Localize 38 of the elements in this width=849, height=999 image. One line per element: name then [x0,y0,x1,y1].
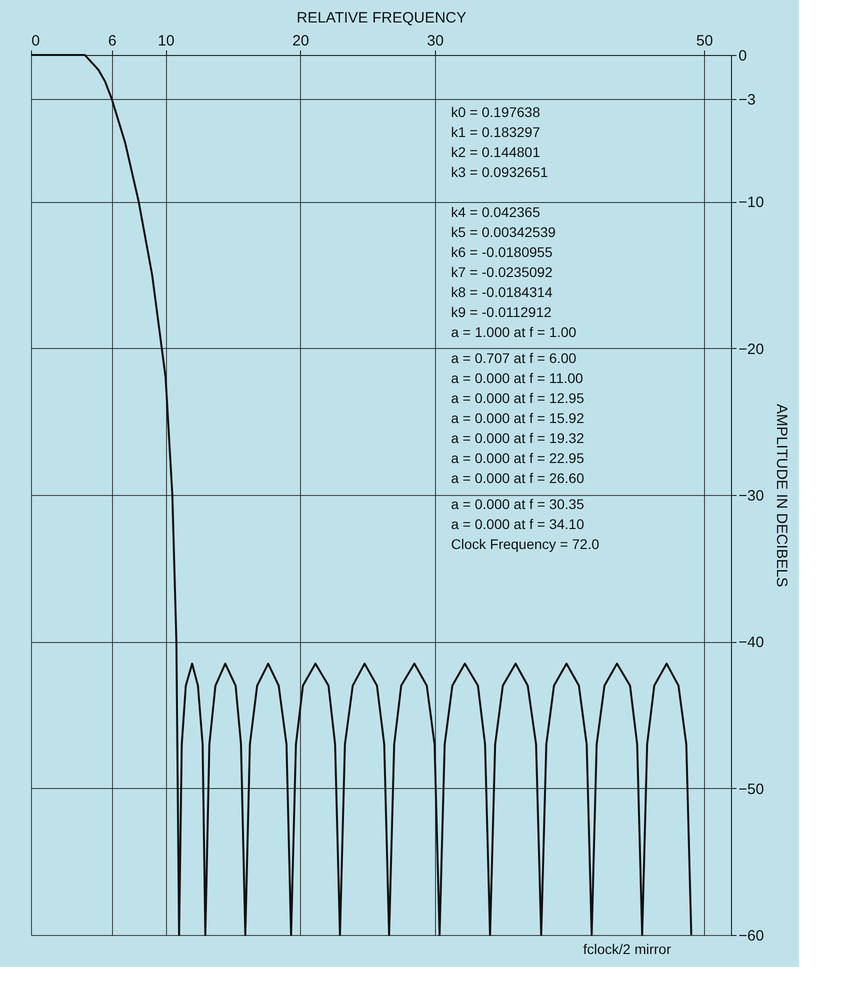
annotation: k2 = 0.144801 [451,144,540,160]
y-tick-label: −3 [738,92,756,108]
x-tick-label: 30 [427,32,444,50]
y-tick-label: −60 [738,928,764,944]
annotation: a = 1.000 at f = 1.00 [451,324,577,340]
annotation: a = 0.707 at f = 6.00 [451,350,577,366]
y-tick-label: −50 [738,780,764,798]
y-tick-label: −10 [738,194,764,212]
annotation: k5 = 0.00342539 [451,224,556,240]
annotation: a = 0.000 at f = 19.32 [451,430,584,446]
annotation: a = 0.000 at f = 22.95 [451,450,584,466]
annotation: k4 = 0.042365 [451,204,540,220]
x-tick-label: 0 [32,32,40,50]
annotation: k6 = -0.0180955 [451,244,553,260]
x-tick-label: 6 [108,32,116,50]
x-tick-label: 20 [292,32,310,50]
annotation: a = 0.000 at f = 12.95 [451,390,584,406]
annotation: k9 = -0.0112912 [451,304,552,320]
annotation: Clock Frequency = 72.0 [451,536,600,552]
y-tick-label: −20 [738,340,764,358]
annotation: a = 0.000 at f = 34.10 [451,516,584,532]
x-axis-title: RELATIVE FREQUENCY [296,10,466,26]
y-tick-label: −40 [738,634,764,652]
annotation: k1 = 0.183297 [451,124,540,140]
y-tick-label: −30 [738,488,764,504]
y-axis-title: AMPLITUDE IN DECIBELS [772,404,790,588]
annotation: k7 = -0.0235092 [451,264,553,280]
annotation: k3 = 0.0932651 [451,164,548,180]
annotation: k8 = -0.0184314 [451,284,553,300]
y-tick-label: 0 [738,48,747,64]
annotation: a = 0.000 at f = 30.35 [451,496,584,512]
annotation: k0 = 0.197638 [451,104,540,120]
annotation: a = 0.000 at f = 26.60 [451,470,584,486]
x-tick-label: 10 [158,32,174,50]
annotation: a = 0.000 at f = 11.00 [451,370,584,386]
annotation: a = 0.000 at f = 15.92 [451,410,584,426]
text: fclock/2 mirror [583,941,672,957]
x-tick-label: 50 [696,32,713,50]
